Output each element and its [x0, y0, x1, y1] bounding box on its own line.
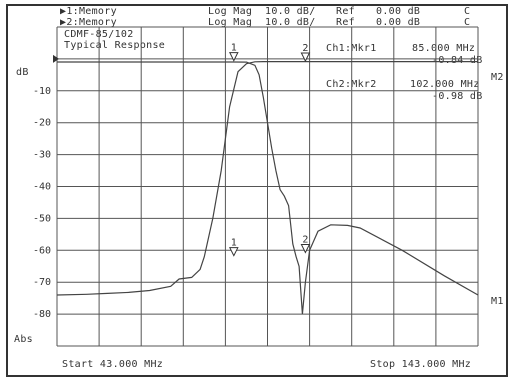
y-tick-label: -20 [33, 118, 51, 129]
y-tick-label: -30 [33, 150, 51, 161]
y-axis-bottom-label: Abs [14, 334, 33, 345]
trace2-scale: 10.0 dB/ [265, 17, 316, 28]
series-1-line [56, 60, 478, 296]
y-axis-unit: dB [16, 67, 29, 78]
title-line-2: Typical Response [64, 40, 166, 51]
trace1-scale: 10.0 dB/ [265, 6, 316, 17]
y-tick-label: -50 [33, 213, 51, 224]
trace1-ref-label: Ref [336, 6, 355, 17]
marker2-label: Ch2:Mkr2 [326, 79, 377, 90]
y-tick-label: -40 [33, 182, 51, 193]
marker-triangle-icon [229, 247, 239, 257]
marker1-label: Ch1:Mkr1 [326, 43, 377, 54]
trace2-flag: C [464, 17, 471, 28]
trace2-ref-value: 0.00 dB [376, 17, 421, 28]
trace1-flag: C [464, 6, 471, 17]
y-tick-label: -70 [33, 277, 51, 288]
series-2-line [57, 61, 479, 315]
marker-label: 2 [302, 43, 308, 54]
analyzer-display-frame [6, 4, 508, 377]
reference-arrow-icon [53, 54, 59, 63]
y-tick-label: -60 [33, 245, 51, 256]
trace2-ref-label: Ref [336, 17, 355, 28]
trace1-format: Log Mag [208, 6, 253, 17]
y-tick-label: -80 [33, 309, 51, 320]
y-tick-label: -10 [33, 86, 51, 97]
marker-label: 1 [231, 43, 237, 54]
marker-triangle-icon [229, 52, 239, 62]
stop-frequency: Stop 143.000 MHz [370, 359, 472, 370]
marker2-value: -0.98 dB [432, 91, 483, 102]
trace2-name: ▶2:Memory [60, 17, 117, 28]
marker-triangle-icon [300, 52, 311, 63]
trace1-name: ▶1:Memory [60, 6, 117, 17]
right-reference-label: M2 [491, 72, 504, 83]
marker2-frequency: 102.000 MHz [410, 79, 480, 90]
marker-triangle-icon [300, 243, 311, 254]
marker1-frequency: 85.000 MHz [412, 43, 476, 54]
marker-label: 1 [231, 238, 237, 249]
right-end-label: M1 [491, 296, 504, 307]
trace2-format: Log Mag [208, 17, 253, 28]
marker-label: 2 [302, 234, 308, 245]
marker1-value: -0.84 dB [432, 55, 483, 66]
trace1-ref-value: 0.00 dB [376, 6, 421, 17]
start-frequency: Start 43.000 MHz [62, 359, 164, 370]
